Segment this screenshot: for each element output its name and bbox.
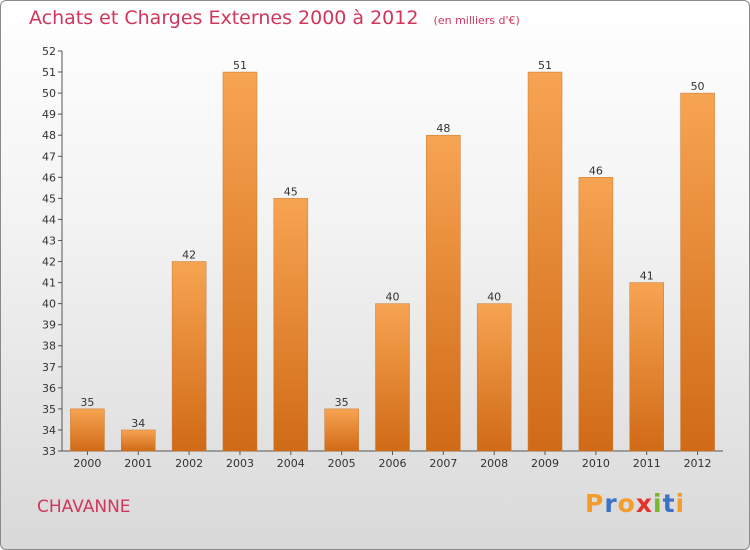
bar	[273, 198, 309, 452]
y-tick-label: 39	[42, 319, 56, 332]
logo-letter: i	[653, 489, 663, 518]
y-tick-label: 50	[42, 87, 56, 100]
y-tick-label: 45	[42, 192, 56, 205]
data-label: 45	[284, 185, 298, 198]
y-tick-label: 34	[42, 424, 56, 437]
data-label: 42	[182, 249, 196, 262]
bar	[222, 71, 258, 452]
x-tick-label: 2003	[226, 457, 254, 470]
x-tick-label: 2007	[429, 457, 457, 470]
bar	[70, 408, 105, 452]
y-tick-label: 38	[42, 340, 56, 353]
bar	[680, 92, 715, 452]
y-tick-label: 44	[42, 213, 56, 226]
y-tick-label: 41	[42, 277, 56, 290]
y-tick-label: 37	[42, 361, 56, 374]
data-label: 48	[436, 122, 450, 135]
x-tick-label: 2009	[531, 457, 559, 470]
bar	[527, 71, 563, 452]
x-tick-label: 2002	[175, 457, 203, 470]
data-label: 50	[691, 80, 705, 93]
title-main: Achats et Charges Externes 2000 à 2012	[29, 7, 419, 29]
bar	[476, 303, 512, 452]
logo-letter: P	[585, 489, 605, 518]
data-label: 40	[487, 291, 501, 304]
data-label: 46	[589, 164, 603, 177]
y-tick-label: 47	[42, 150, 56, 163]
y-tick-label: 43	[42, 234, 56, 247]
bar	[426, 134, 461, 452]
data-label: 40	[386, 291, 400, 304]
data-label: 51	[233, 59, 247, 72]
x-tick-label: 2001	[124, 457, 152, 470]
bar	[171, 261, 207, 452]
bar	[578, 177, 614, 452]
chart-title: Achats et Charges Externes 2000 à 2012 (…	[29, 7, 520, 29]
title-unit: (en milliers d'€)	[433, 14, 520, 27]
data-label: 34	[131, 417, 145, 430]
y-tick-label: 33	[42, 445, 56, 458]
data-label: 35	[335, 396, 349, 409]
x-tick-label: 2012	[684, 457, 712, 470]
logo-letter: x	[635, 489, 653, 518]
y-tick-label: 40	[42, 298, 56, 311]
y-tick-label: 36	[42, 382, 56, 395]
logo-letter: r	[604, 489, 618, 518]
x-tick-label: 2008	[480, 457, 508, 470]
y-tick-label: 46	[42, 171, 56, 184]
x-tick-label: 2011	[633, 457, 661, 470]
bar	[629, 282, 664, 452]
data-label: 41	[640, 270, 654, 283]
data-label: 51	[538, 59, 552, 72]
y-tick-label: 49	[42, 108, 56, 121]
x-tick-label: 2000	[73, 457, 101, 470]
logo-letter: i	[675, 489, 686, 518]
bar	[121, 429, 156, 452]
x-tick-label: 2004	[277, 457, 305, 470]
bar	[375, 303, 410, 452]
x-tick-label: 2010	[582, 457, 610, 470]
y-tick-label: 52	[42, 45, 56, 58]
x-tick-label: 2005	[328, 457, 356, 470]
y-tick-label: 35	[42, 403, 56, 416]
data-label: 35	[80, 396, 94, 409]
commune-name: CHAVANNE	[37, 497, 131, 517]
y-tick-label: 48	[42, 129, 56, 142]
bar	[324, 408, 359, 452]
x-tick-label: 2006	[379, 457, 407, 470]
logo-letter: o	[617, 489, 636, 518]
y-tick-label: 51	[42, 66, 56, 79]
y-tick-label: 42	[42, 256, 56, 269]
proxiti-logo: Proxiti	[585, 489, 685, 518]
logo-letter: t	[662, 489, 676, 518]
